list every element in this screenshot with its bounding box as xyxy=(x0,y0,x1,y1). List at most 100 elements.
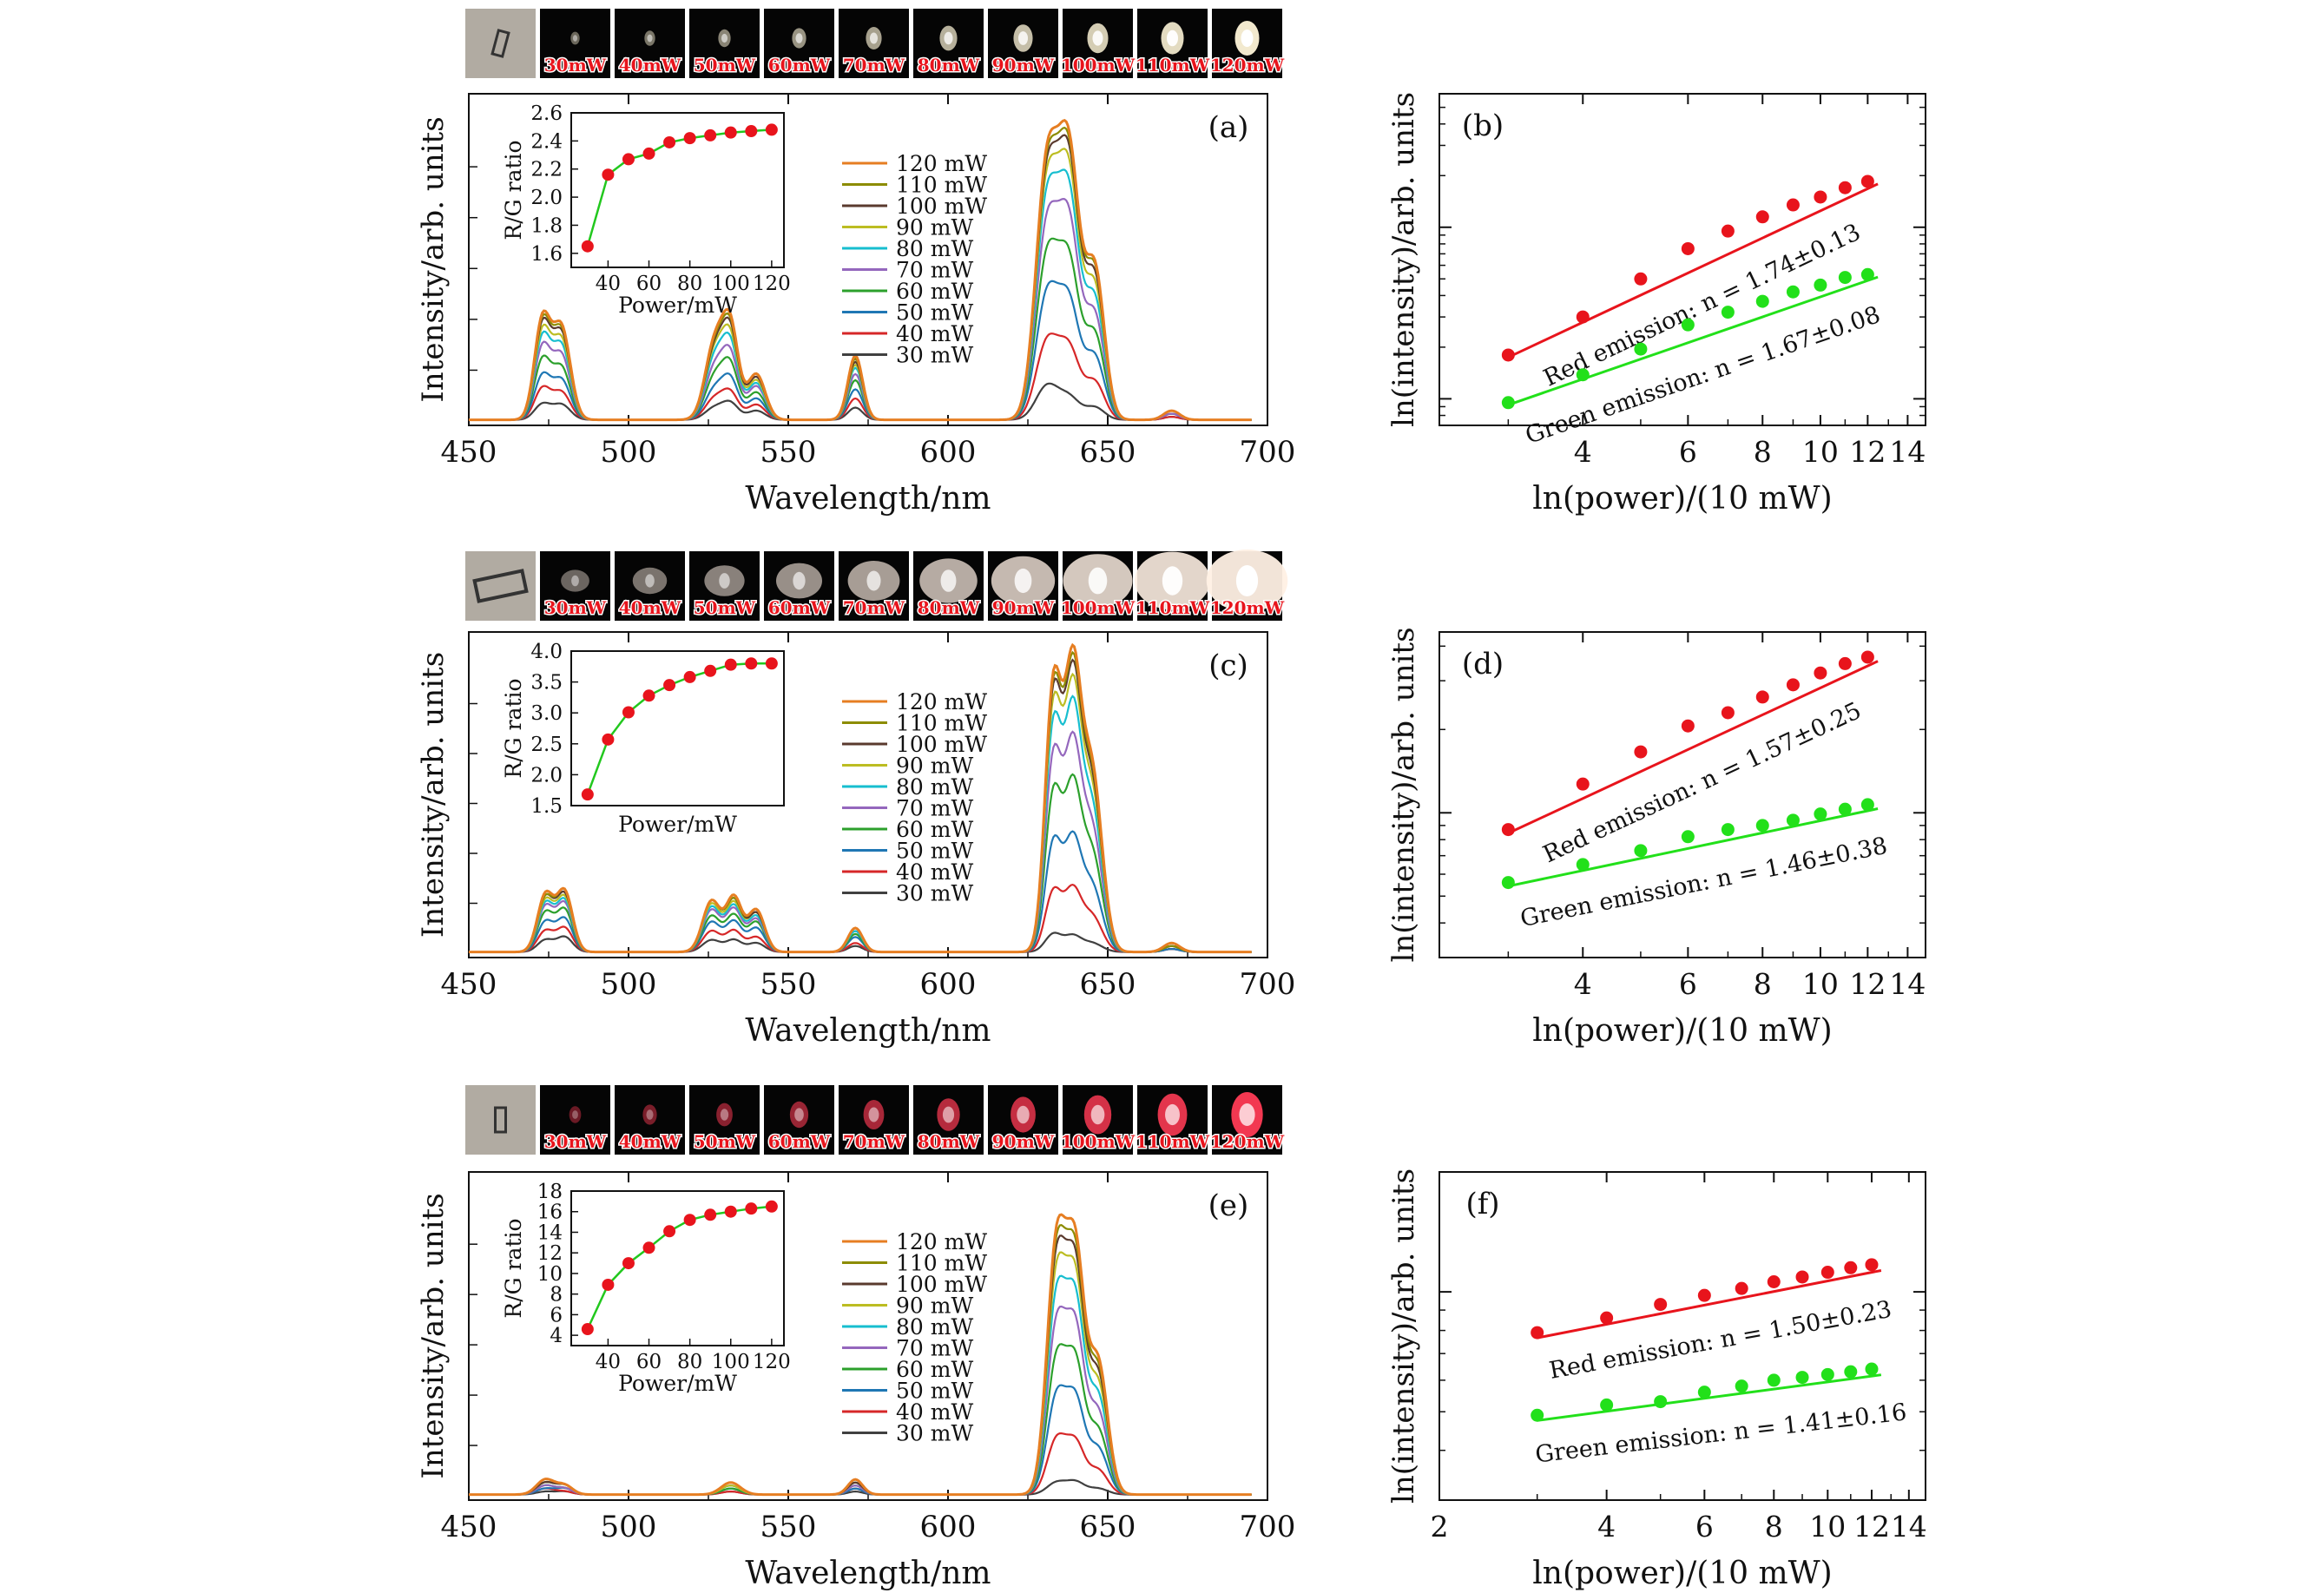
inset-point xyxy=(683,1214,696,1227)
data-point xyxy=(1755,690,1769,704)
thumbnail-strip: 30mW 40mW 50mW 60mW 70mW 80mW 90mW 100mW 110mW 12… xyxy=(465,550,1288,621)
inset-y-tick-label: 14 xyxy=(537,1221,563,1244)
inset-point xyxy=(724,126,737,139)
data-point xyxy=(1838,271,1852,285)
crystal-outline xyxy=(472,569,529,603)
emission-core xyxy=(794,1108,804,1122)
inset-x-tick-label: 60 xyxy=(636,1351,662,1373)
emission-core xyxy=(1017,1105,1030,1124)
panel-label: (d) xyxy=(1462,647,1504,681)
emission-image xyxy=(540,551,610,621)
data-point xyxy=(1767,1274,1781,1288)
emission-core xyxy=(719,573,730,589)
legend-label: 30 mW xyxy=(896,343,973,368)
data-point xyxy=(1634,745,1648,759)
inset-y-tick-label: 2.4 xyxy=(530,130,563,153)
thumbnail-label: 100mW xyxy=(1061,55,1136,76)
data-point xyxy=(1681,318,1695,332)
data-point xyxy=(1786,678,1800,692)
panel-label: (f) xyxy=(1465,1187,1499,1221)
x-tick-label: 10 xyxy=(1802,967,1839,1001)
emission-core xyxy=(571,575,579,587)
microscope-image xyxy=(465,1085,536,1155)
thumbnail-label: 90mW xyxy=(992,55,1055,76)
x-tick-label: 4 xyxy=(1574,435,1592,469)
emission-core xyxy=(942,1106,955,1123)
emission-core xyxy=(1241,30,1254,47)
legend-label: 110 mW xyxy=(896,173,987,198)
emission-image xyxy=(540,1085,610,1155)
spectrum-panel: 450 500 550 600 650 700 Wavelength/nm Intensity… xyxy=(416,631,1296,1049)
inset-point xyxy=(765,1200,778,1213)
data-point xyxy=(1634,272,1648,286)
data-point xyxy=(1860,798,1874,812)
emission-glow xyxy=(716,1103,733,1127)
thumbnail-label: 120mW xyxy=(1210,55,1285,76)
emission-core xyxy=(869,32,879,44)
inset-point xyxy=(704,128,717,142)
thumbnail-label: 30mW xyxy=(544,55,607,76)
x-tick-label: 650 xyxy=(1080,1510,1136,1544)
emission-core xyxy=(1017,31,1029,45)
data-point xyxy=(1844,1365,1858,1379)
x-tick-label: 4 xyxy=(1597,1510,1616,1544)
inset-x-label: Power/mW xyxy=(618,812,737,837)
fit-line xyxy=(1537,1373,1882,1422)
inset-point xyxy=(663,679,676,692)
legend-label: 120 mW xyxy=(896,689,987,714)
y-axis-label: Intensity/arb. units xyxy=(416,652,451,938)
legend-label: 110 mW xyxy=(896,711,987,736)
data-point xyxy=(1786,813,1800,827)
data-point xyxy=(1786,285,1800,299)
inset-y-tick-label: 2.0 xyxy=(530,764,563,787)
spectrum-line xyxy=(469,1343,1252,1496)
legend-label: 80 mW xyxy=(896,1314,973,1340)
emission-core xyxy=(646,1109,654,1120)
data-point xyxy=(1755,819,1769,833)
x-tick-label: 12 xyxy=(1849,967,1886,1001)
thumbnail-label: 70mW xyxy=(843,55,905,76)
emission-core xyxy=(647,34,653,43)
spectrum-line xyxy=(469,119,1252,422)
series-label: Green emission: n = 1.41±0.16 xyxy=(1534,1399,1908,1468)
panel-label: (a) xyxy=(1208,110,1249,145)
legend-label: 70 mW xyxy=(896,258,973,283)
inset-x-label: Power/mW xyxy=(618,293,737,318)
inset-point xyxy=(683,132,696,145)
inset-point xyxy=(765,657,778,670)
emission-core xyxy=(1014,568,1032,594)
thumbnail-label: 50mW xyxy=(694,1131,756,1152)
y-axis-label: Intensity/arb. units xyxy=(416,1193,451,1478)
emission-core xyxy=(1166,30,1179,47)
inset-point xyxy=(745,1202,758,1215)
data-point xyxy=(1501,823,1515,837)
legend-label: 70 mW xyxy=(896,1336,973,1361)
y-axis-label: ln(intensity)/arb. units xyxy=(1386,92,1421,427)
inset-y-tick-label: 6 xyxy=(550,1304,563,1326)
inset-point xyxy=(581,788,594,801)
x-tick-label: 700 xyxy=(1240,967,1296,1002)
crystal-outline xyxy=(490,29,510,58)
fit-panel: 2 4 6 8 10 12 14 ln(power)/(10 mW) ln(intensity)… xyxy=(1386,1168,1927,1591)
data-point xyxy=(1634,342,1648,356)
emission-core xyxy=(1088,567,1108,595)
inset-y-tick-label: 8 xyxy=(550,1284,563,1307)
emission-core xyxy=(1235,565,1259,596)
data-point xyxy=(1820,1367,1834,1381)
data-point xyxy=(1721,306,1735,319)
legend-label: 50 mW xyxy=(896,839,973,864)
inset-point xyxy=(704,664,717,677)
x-tick-label: 12 xyxy=(1853,1510,1890,1544)
x-tick-label: 8 xyxy=(1754,967,1772,1001)
emission-core xyxy=(868,1107,879,1122)
y-axis-label: ln(intensity)/arb. units xyxy=(1386,1168,1421,1504)
thumbnail-strip: 30mW 40mW 50mW 60mW 70mW 80mW 90mW 100mW 110mW 12… xyxy=(465,1085,1286,1155)
inset-y-tick-label: 1.6 xyxy=(530,243,563,266)
data-point xyxy=(1501,876,1515,890)
thumbnail-label: 30mW xyxy=(544,597,607,618)
x-tick-label: 650 xyxy=(1080,435,1136,470)
x-tick-label: 600 xyxy=(920,1510,977,1544)
legend-label: 60 mW xyxy=(896,279,973,304)
x-tick-label: 8 xyxy=(1765,1510,1783,1544)
data-point xyxy=(1820,1266,1834,1280)
